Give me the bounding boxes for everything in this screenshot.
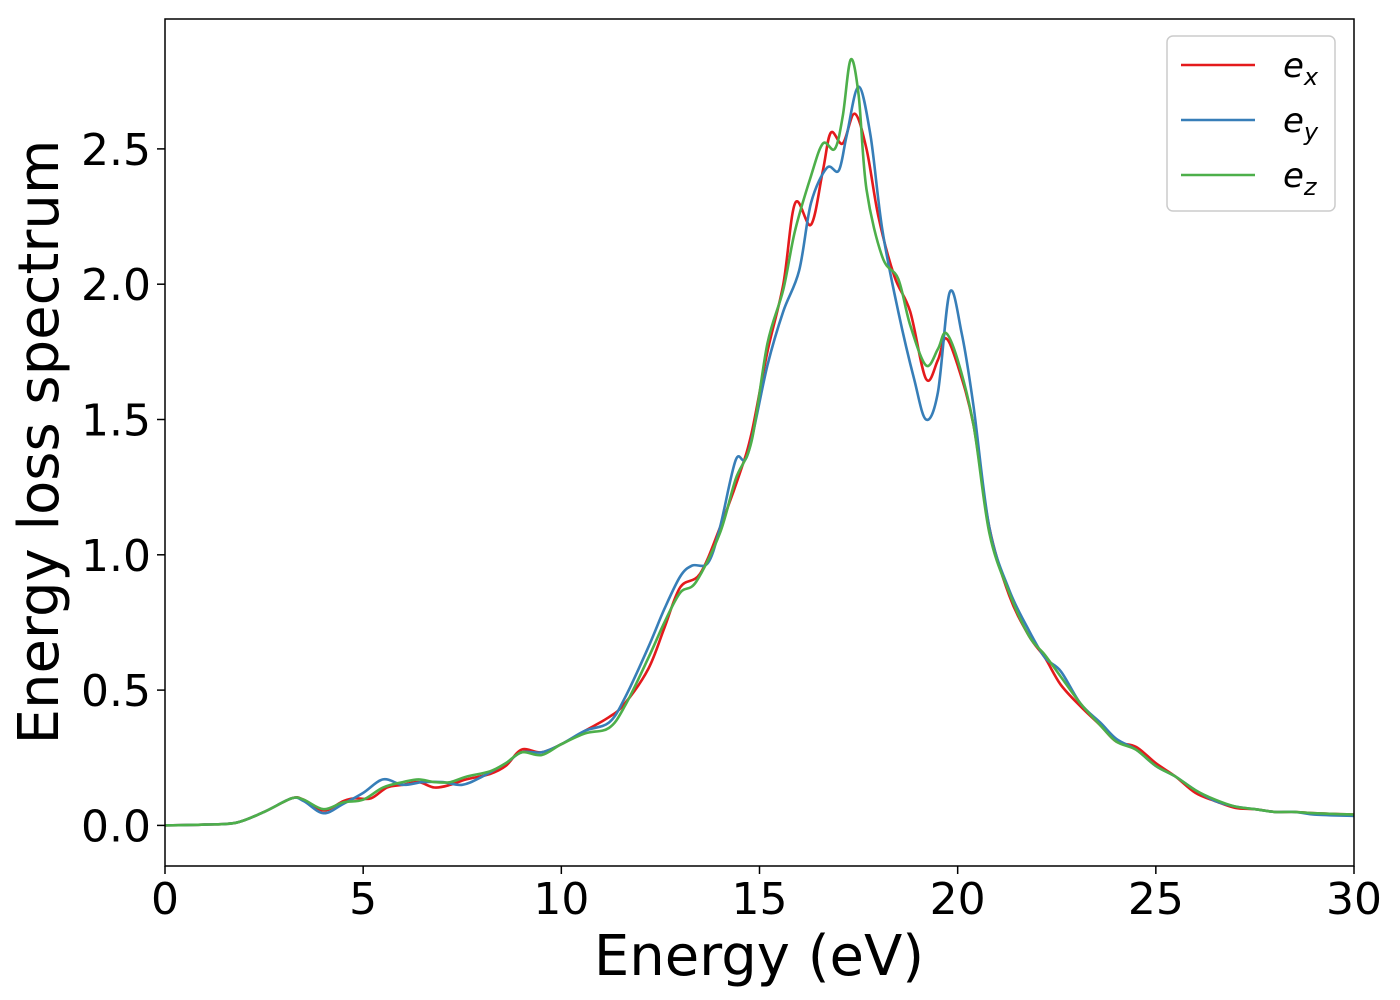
x-axis-ticks: 0 5 10 15 20 25 30 bbox=[151, 866, 1382, 925]
legend-label: ex bbox=[1283, 46, 1319, 91]
legend: ex ey ez bbox=[1166, 35, 1336, 212]
series-line-e-y bbox=[164, 85, 1355, 827]
legend-box bbox=[1166, 35, 1336, 212]
y-axis-ticks: 0.0 0.5 1.0 1.5 2.0 2.5 bbox=[81, 125, 165, 852]
x-tick-label: 20 bbox=[930, 874, 986, 925]
series-line-e-z bbox=[164, 57, 1355, 827]
x-tick-label: 10 bbox=[533, 874, 589, 925]
legend-label: ez bbox=[1283, 156, 1318, 201]
x-tick-label: 0 bbox=[151, 874, 179, 925]
y-tick-label: 0.0 bbox=[81, 801, 151, 852]
x-tick-label: 25 bbox=[1128, 874, 1184, 925]
y-tick-label: 1.5 bbox=[81, 395, 151, 446]
x-axis-label: Energy (eV) bbox=[594, 924, 924, 989]
y-tick-label: 2.0 bbox=[81, 260, 151, 311]
x-tick-label: 5 bbox=[349, 874, 377, 925]
y-tick-label: 1.0 bbox=[81, 531, 151, 582]
series-lines bbox=[164, 57, 1355, 827]
y-tick-label: 0.5 bbox=[81, 666, 151, 717]
y-axis-label: Energy loss spectrum bbox=[7, 140, 72, 745]
x-tick-label: 15 bbox=[732, 874, 788, 925]
legend-label: ey bbox=[1283, 101, 1319, 146]
x-tick-label: 30 bbox=[1326, 874, 1382, 925]
series-line-e-x bbox=[164, 112, 1355, 827]
y-tick-label: 2.5 bbox=[81, 125, 151, 176]
